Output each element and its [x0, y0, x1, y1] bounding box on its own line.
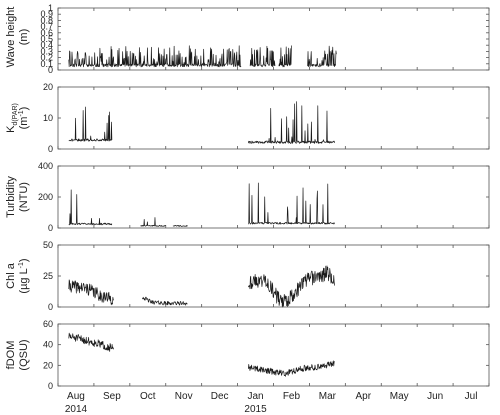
y-tick-label: 0 — [48, 302, 53, 312]
x-year-label: 2015 — [244, 404, 267, 415]
series-line-segment — [248, 182, 335, 225]
x-year-label: 2014 — [65, 404, 88, 415]
y-tick-label: 25 — [43, 271, 53, 281]
y-tick-label: 20 — [43, 82, 53, 92]
panel-fdom: fDOM (QSU) — [5, 323, 490, 387]
series-line-segment — [142, 296, 188, 306]
series-line-segment — [68, 45, 242, 68]
series-line-segment — [140, 217, 166, 227]
x-month-label: Jul — [465, 391, 478, 402]
x-month-label: Dec — [211, 391, 229, 402]
ylabel-units-close: ) — [18, 107, 30, 111]
series-line-segment — [248, 265, 335, 308]
panel-chl-a: Chl a (µg L-1) — [5, 244, 490, 308]
series-line-segment — [68, 332, 114, 352]
x-month-label: Aug — [67, 391, 85, 402]
series-line-segment — [68, 279, 114, 306]
y-tick-label: 20 — [43, 360, 53, 370]
ylabel-units-base: (µg L — [18, 268, 30, 293]
y-tick-label: 0.3 — [40, 46, 53, 56]
panel-frame — [57, 86, 490, 150]
ylabel-units-base: (m — [18, 117, 30, 130]
chart-marks: 00.10.20.30.40.50.60.70.80.9101020020040… — [38, 3, 490, 415]
ylabel-line-2: (m) — [18, 29, 30, 46]
y-tick-label: 0.5 — [40, 34, 53, 44]
y-tick-label: 0.6 — [40, 28, 53, 38]
ylabel-units-superscript: -1 — [18, 262, 25, 268]
ylabel-k-subscript: d(PAR) — [12, 103, 19, 125]
series-line-segment — [307, 45, 337, 68]
y-tick-label: 1 — [48, 3, 53, 13]
ylabel-chl-units: (µg L-1) — [18, 258, 30, 293]
y-tick-label: 400 — [38, 161, 53, 171]
y-tick-label: 200 — [38, 192, 53, 202]
y-tick-label: 0.8 — [40, 15, 53, 25]
ylabel-kd-label: Kd(PAR) — [5, 103, 19, 133]
series-line-segment — [68, 189, 113, 226]
ylabel-line-2: (NTU) — [18, 182, 30, 212]
x-month-label: May — [390, 391, 409, 402]
series-line-segment — [172, 225, 188, 227]
panel-frame — [57, 323, 490, 387]
ylabel-line-1: Turbidity — [5, 176, 17, 218]
ylabel-line-1: Chl a — [5, 262, 17, 289]
ylabel-units-close: ) — [18, 258, 30, 262]
series-line-segment — [68, 106, 113, 142]
ylabel-line-1: fDOM — [5, 341, 17, 370]
ylabel-line-2: (QSU) — [18, 339, 30, 370]
y-tick-label: 40 — [43, 340, 53, 350]
y-tick-label: 60 — [43, 319, 53, 329]
x-month-label: Jan — [247, 391, 263, 402]
ylabel-k-symbol: K — [5, 125, 17, 133]
y-tick-label: 50 — [43, 240, 53, 250]
y-tick-label: 0 — [48, 144, 53, 154]
panel-turbidity: Turbidity (NTU) — [5, 165, 490, 229]
x-month-label: Oct — [140, 391, 156, 402]
x-month-label: Apr — [356, 391, 372, 402]
series-line-segment — [248, 101, 335, 144]
y-tick-label: 0 — [48, 381, 53, 391]
y-tick-label: 10 — [43, 113, 53, 123]
x-month-label: Feb — [283, 391, 301, 402]
x-month-label: Mar — [319, 391, 337, 402]
ylabel-line-1: Wave height — [5, 7, 17, 68]
y-tick-label: 0.4 — [40, 40, 53, 50]
y-tick-label: 0 — [48, 223, 53, 233]
series-line-segment — [278, 45, 292, 68]
series-line-segment — [248, 360, 335, 377]
ylabel-units-superscript: -1 — [18, 110, 25, 116]
x-month-label: Jun — [427, 391, 443, 402]
y-tick-label: 0.9 — [40, 9, 53, 19]
y-tick-label: 0.2 — [40, 53, 53, 63]
y-tick-label: 0 — [48, 65, 53, 75]
panel-wave-height: Wave height (m) — [5, 7, 490, 71]
panel-frame — [57, 165, 490, 229]
series-line-segment — [249, 45, 276, 68]
panel-kd-par: Kd(PAR) (m-1) — [5, 86, 490, 150]
x-month-label: Sep — [103, 391, 121, 402]
ylabel-kd-units: (m-1) — [18, 107, 30, 130]
y-tick-label: 0.7 — [40, 22, 53, 32]
y-tick-label: 0.1 — [40, 59, 53, 69]
x-month-label: Nov — [175, 391, 193, 402]
